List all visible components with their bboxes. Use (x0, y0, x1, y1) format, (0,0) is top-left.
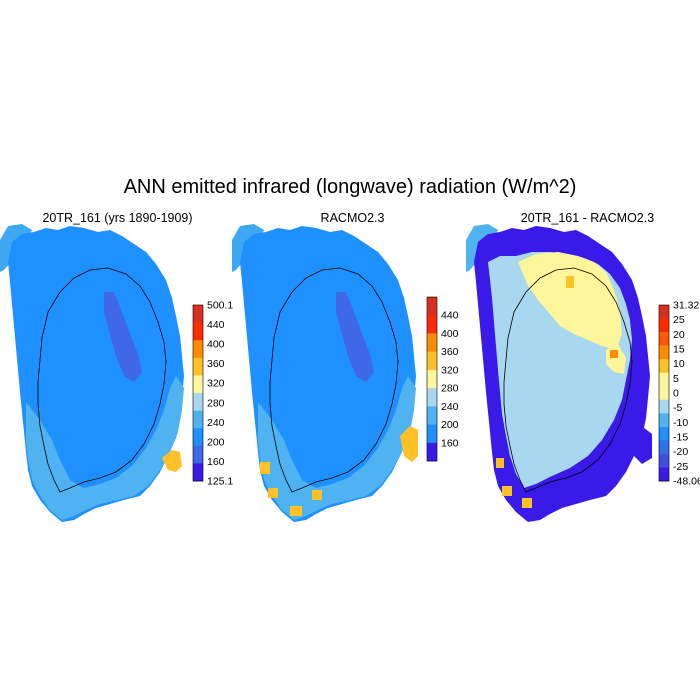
colorbar-tick-label: 160 (441, 437, 459, 449)
colorbar-swatch (193, 445, 203, 464)
colorbar-swatch (659, 305, 669, 319)
colorbar-tick-label: -10 (673, 417, 688, 429)
colorbar-swatch (427, 351, 437, 371)
colorbar-swatch (427, 297, 437, 316)
colorbar-tick-label: 20 (673, 329, 685, 341)
colorbar-tick-label: 440 (207, 319, 225, 331)
panel-3-positive-diff-region (518, 252, 622, 350)
colorbar-swatch (427, 388, 437, 407)
colorbar-swatch (427, 315, 437, 334)
colorbar-tick-label: 400 (207, 339, 225, 351)
colorbar-tick-label: 360 (207, 358, 225, 370)
colorbar-tick-label: -48.06 (673, 476, 700, 488)
panel-3-map (466, 224, 652, 522)
panel-1-svalbard (162, 450, 182, 472)
panel-1-summit-low (104, 292, 142, 382)
colorbar-swatch (659, 426, 669, 441)
colorbar-swatch (193, 322, 203, 341)
colorbar-frame (658, 304, 670, 482)
colorbar-tick-label: -5 (673, 402, 682, 414)
colorbar-tick-label: 440 (441, 310, 459, 322)
colorbar-swatch (427, 369, 437, 389)
panel-2-title: RACMO2.3 (320, 211, 385, 225)
colorbar-tick-label: 240 (207, 417, 225, 429)
colorbar-frame (426, 296, 438, 462)
colorbar-swatch (659, 413, 669, 428)
colorbar-swatch (193, 375, 203, 394)
colorbar-swatch (659, 453, 669, 468)
panel-3-hot-cell (566, 276, 574, 288)
colorbar-tick-label: 10 (673, 358, 685, 370)
colorbar-swatch (427, 442, 437, 462)
panel-3-hot-cell (496, 458, 504, 468)
colorbar-tick-label: 160 (207, 456, 225, 468)
figure-title: ANN emitted infrared (longwave) radiatio… (123, 176, 577, 198)
colorbar-tick-label: 320 (207, 378, 225, 390)
panel-3-hot-cell (502, 486, 512, 496)
colorbar-swatch (193, 410, 203, 429)
panel-2-svalbard (400, 426, 418, 462)
panel-3-hot-cell (610, 350, 618, 358)
colorbar-swatch (659, 318, 669, 333)
colorbar-tick-label: -25 (673, 461, 688, 473)
colorbar-swatch (427, 424, 437, 444)
panel-3-hot-cell (522, 498, 532, 508)
panel-3-svalbard (632, 428, 652, 464)
colorbar-tick-label: 5 (673, 373, 679, 385)
colorbar-swatch (659, 440, 669, 455)
colorbar-tick-label: 240 (441, 401, 459, 413)
panel-2-summit-low (336, 292, 374, 382)
colorbar-swatch (659, 386, 669, 401)
panel-1-title: 20TR_161 (yrs 1890-1909) (42, 211, 193, 225)
colorbar-swatch (193, 340, 203, 359)
colorbar-swatch (193, 463, 203, 482)
colorbar-swatch (193, 357, 203, 376)
colorbar-tick-label: 360 (441, 346, 459, 358)
colorbar-tick-label: 125.1 (207, 476, 233, 488)
colorbar-tick-label: 31.32 (673, 300, 699, 312)
colorbar-tick-label: 280 (207, 397, 225, 409)
colorbar-tick-label: 320 (441, 364, 459, 376)
colorbar-tick-label: 400 (441, 328, 459, 340)
panel-1-map (0, 224, 184, 522)
colorbar-swatch (193, 305, 203, 323)
panel-2-warm-cell (260, 462, 270, 474)
colorbar-3: 31.32 25 20 15 10 5 0 -5 -10 -15 -20 -25 -48.06 (658, 300, 700, 488)
colorbar-tick-label: 280 (441, 383, 459, 395)
panel-3-title: 20TR_161 - RACMO2.3 (520, 211, 655, 225)
colorbar-tick-label: 500.1 (207, 300, 233, 312)
panel-2-warm-cell (312, 490, 322, 500)
colorbar-frame (192, 304, 204, 482)
panel-2-coastal-band (258, 376, 416, 520)
colorbar-swatch (659, 372, 669, 387)
colorbar-swatch (659, 359, 669, 374)
colorbar-tick-label: -20 (673, 446, 688, 458)
colorbar-1: 500.1 440 400 360 320 280 240 200 160 125.1 (192, 300, 233, 488)
panel-2-warm-cell (290, 506, 302, 516)
colorbar-2: 440 400 360 320 280 240 200 160 (426, 296, 459, 462)
panel-1-coastal-band (26, 376, 184, 520)
colorbar-tick-label: 0 (673, 388, 679, 400)
colorbar-tick-label: 200 (441, 419, 459, 431)
colorbar-swatch (659, 345, 669, 360)
colorbar-swatch (659, 467, 669, 482)
colorbar-tick-label: 25 (673, 314, 685, 326)
panel-2-map (232, 224, 418, 522)
colorbar-swatch (193, 428, 203, 447)
colorbar-swatch (427, 406, 437, 425)
colorbar-swatch (193, 393, 203, 411)
colorbar-swatch (427, 333, 437, 353)
colorbar-swatch (659, 332, 669, 347)
colorbar-tick-label: 200 (207, 436, 225, 448)
colorbar-tick-label: 15 (673, 344, 685, 356)
panel-2-warm-cell (268, 488, 278, 498)
colorbar-swatch (659, 399, 669, 414)
colorbar-tick-label: -15 (673, 432, 688, 444)
